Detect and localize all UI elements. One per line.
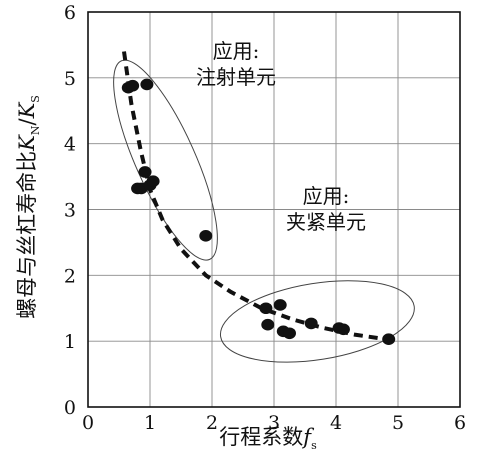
- x-tick-label: 0: [82, 412, 94, 434]
- x-tick-label: 4: [330, 412, 342, 434]
- y-tick-label: 3: [64, 200, 76, 222]
- x-tick-label: 1: [144, 412, 156, 434]
- y-tick-label: 4: [64, 134, 76, 156]
- data-point: [283, 327, 296, 340]
- x-axis-label: 行程系数fs: [219, 425, 317, 452]
- region-label-name: 注射单元: [196, 65, 276, 89]
- data-point: [382, 333, 396, 345]
- data-points: [121, 78, 396, 345]
- y-tick-label: 5: [64, 68, 76, 90]
- y-tick-label: 1: [64, 331, 76, 353]
- trend-curve: [122, 51, 386, 342]
- y-tick-label: 6: [64, 2, 76, 24]
- y-tick-label: 0: [64, 397, 76, 419]
- data-point: [304, 317, 318, 330]
- x-tick-label: 3: [268, 412, 280, 434]
- data-point: [146, 175, 160, 187]
- region-label-name: 夹紧单元: [286, 210, 366, 234]
- y-tick-labels: 0 1 2 3 4 5 6: [64, 2, 76, 419]
- data-point: [259, 302, 273, 315]
- data-point: [138, 166, 152, 178]
- x-tick-label: 2: [206, 412, 218, 434]
- grid-lines: [88, 12, 460, 407]
- region-ellipse-1: [113, 59, 218, 261]
- plot-frame: [87, 11, 461, 408]
- data-point: [261, 318, 275, 331]
- data-point: [199, 230, 213, 242]
- y-axis-label: 螺母与丝杠寿命比KN/KS: [15, 95, 42, 319]
- region-label-title: 应用:: [303, 184, 350, 208]
- data-point: [140, 78, 154, 91]
- region-ellipses: [113, 59, 415, 363]
- region-ellipse-2: [219, 280, 415, 363]
- region-label-title: 应用:: [213, 39, 260, 63]
- x-tick-label: 5: [392, 412, 404, 434]
- y-tick-label: 2: [64, 265, 76, 287]
- data-point: [336, 323, 350, 336]
- data-point: [126, 79, 140, 92]
- data-point: [273, 299, 287, 311]
- x-tick-labels: 0 1 2 3 4 5 6: [82, 412, 466, 434]
- x-tick-label: 6: [454, 412, 466, 434]
